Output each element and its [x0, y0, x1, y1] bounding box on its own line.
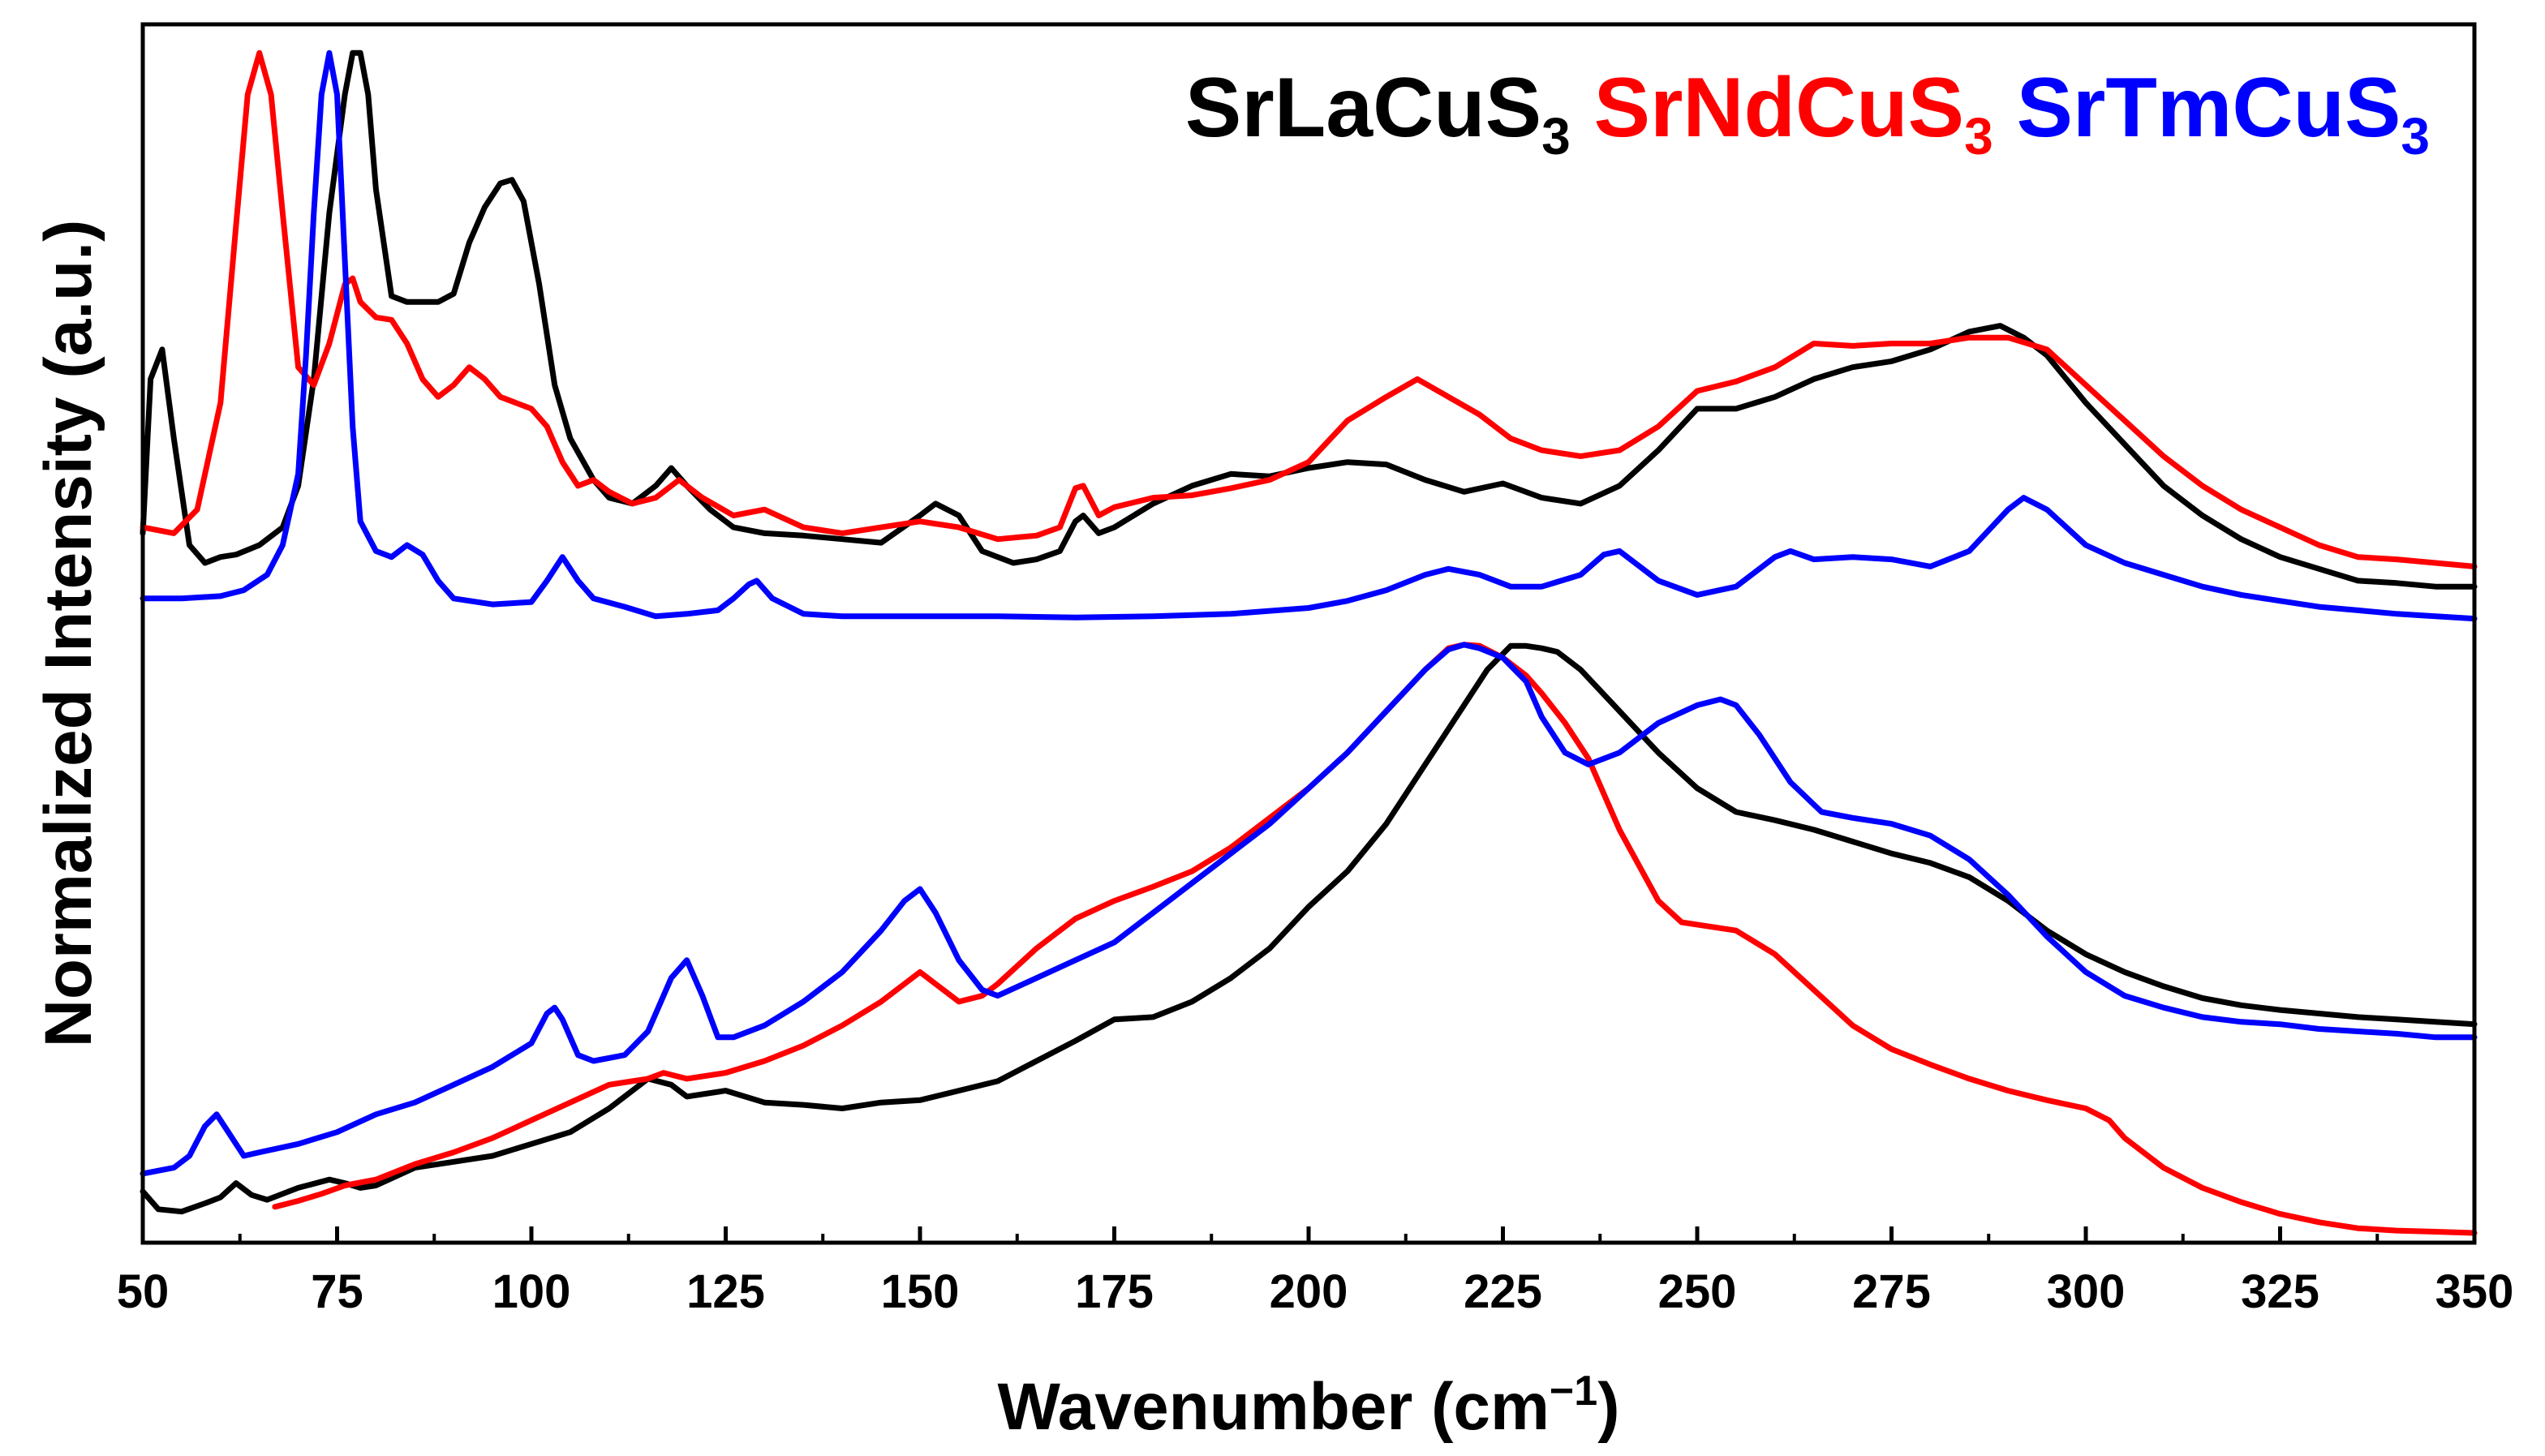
x-tick-label: 175: [1075, 1265, 1154, 1318]
x-tick-label: 225: [1464, 1265, 1542, 1318]
x-axis-label-tail: ): [1597, 1370, 1619, 1444]
x-tick-label: 325: [2241, 1265, 2319, 1318]
legend-entry-srndcus3: SrNdCuS3: [1594, 61, 1993, 165]
x-tick-label: 50: [117, 1265, 170, 1318]
y-axis-label: Normalized Intensity (a.u.): [32, 220, 105, 1048]
x-tick-label: 125: [686, 1265, 765, 1318]
x-tick-label: 250: [1658, 1265, 1737, 1318]
x-tick-label: 275: [1852, 1265, 1931, 1318]
x-tick-label: 75: [311, 1265, 363, 1318]
x-tick-label: 100: [492, 1265, 571, 1318]
x-tick-label: 150: [881, 1265, 960, 1318]
series-line-2: [140, 49, 2478, 622]
x-axis-label-text: Wavenumber (cm: [997, 1370, 1549, 1444]
series-line-5: [140, 642, 2478, 1177]
x-axis-label: Wavenumber (cm−1): [997, 1368, 1619, 1444]
series-line-1: [140, 49, 2478, 569]
legend: SrLaCuS3 SrNdCuS3 SrTmCuS3: [1185, 61, 2430, 165]
legend-entry-srlacus3: SrLaCuS3: [1185, 61, 1571, 165]
legend-entry-srtmcus3: SrTmCuS3: [2017, 61, 2430, 165]
x-tick-label: 350: [2435, 1265, 2514, 1318]
series-line-0: [140, 49, 2478, 590]
x-axis-label-superscript: −1: [1550, 1368, 1597, 1415]
series-layer: [140, 49, 2478, 1236]
x-tick-label: 200: [1270, 1265, 1348, 1318]
x-axis: 50 75 100 125 150 175 200 225 250 275 300 325 350: [117, 1226, 2514, 1318]
x-tick-label: 300: [2047, 1265, 2126, 1318]
